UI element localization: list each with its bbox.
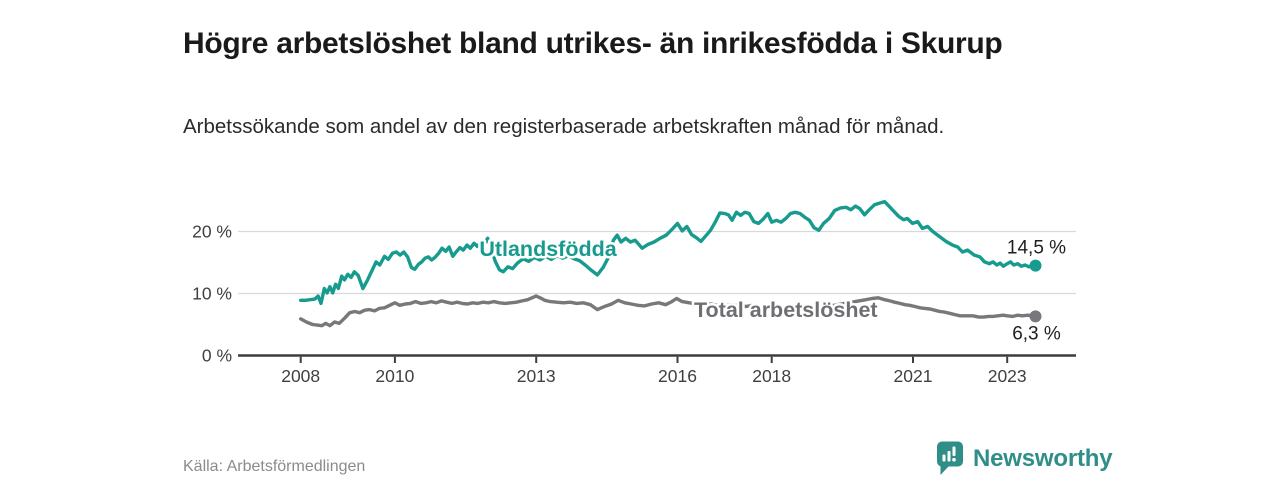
y-axis-label-0pct: 0 % xyxy=(202,346,232,366)
y-axis-label-10pct: 10 % xyxy=(192,284,232,304)
source-attribution: Källa: Arbetsförmedlingen xyxy=(183,458,366,475)
x-axis-label-2008: 2008 xyxy=(281,366,320,386)
end-value-label-total-arbetsloshet: 6,3 % xyxy=(1012,323,1061,344)
x-axis-label-2010: 2010 xyxy=(375,366,414,386)
x-axis-label-2013: 2013 xyxy=(517,366,556,386)
exclamation-bar xyxy=(952,446,956,456)
exclamation-dot xyxy=(952,457,956,462)
x-axis-label-2018: 2018 xyxy=(752,366,791,386)
brand-name: Newsworthy xyxy=(973,444,1113,472)
newsworthy-logo: Newsworthy xyxy=(936,441,1113,476)
chart-subtitle: Arbetssökande som andel av den registerb… xyxy=(183,114,945,138)
chart-title: Högre arbetslöshet bland utrikes- än inr… xyxy=(183,27,1003,61)
series-label-utlandsfodda: Utlandsfödda xyxy=(479,237,617,261)
series-line-total-arbetsloshet xyxy=(299,294,1038,328)
end-value-label-utlandsfodda: 14,5 % xyxy=(1007,238,1066,259)
newsworthy-icon xyxy=(936,441,963,475)
y-axis-label-20pct: 20 % xyxy=(192,222,232,242)
series-end-dot-total-arbetsloshet xyxy=(1029,310,1042,323)
x-axis-label-2021: 2021 xyxy=(894,366,933,386)
x-axis-label-2016: 2016 xyxy=(658,366,697,386)
bar-chart-bar-medium xyxy=(947,451,951,462)
series-end-dot-utlandsfodda xyxy=(1029,259,1042,272)
x-axis-label-2023: 2023 xyxy=(988,366,1027,386)
series-label-total-arbetsloshet: Total arbetslöshet xyxy=(694,298,878,322)
series-line-utlandsfodda xyxy=(299,200,1038,306)
bar-chart-bar-small xyxy=(942,454,946,462)
